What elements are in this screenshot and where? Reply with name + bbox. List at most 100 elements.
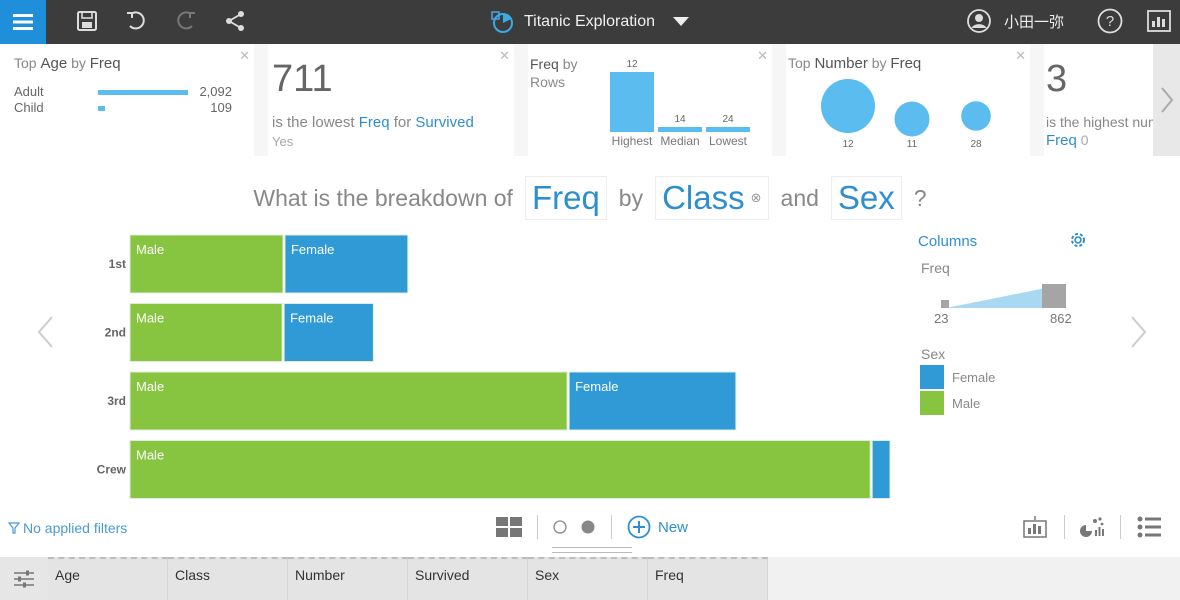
- question-prefix: What is the breakdown of: [253, 184, 513, 211]
- close-icon[interactable]: ✕: [1015, 48, 1026, 63]
- dataset-icon: [491, 11, 513, 33]
- age-bar: [98, 90, 188, 95]
- color-swatch: [920, 391, 944, 415]
- next-chart-button[interactable]: [1124, 312, 1154, 352]
- help-button[interactable]: ?: [1097, 8, 1123, 34]
- grid-view-button[interactable]: [496, 514, 522, 540]
- table-settings-button[interactable]: [0, 557, 48, 600]
- card-separator: [254, 44, 268, 156]
- bar-segment[interactable]: [129, 371, 568, 431]
- card-separator: [514, 44, 528, 156]
- bar-segment[interactable]: [283, 303, 374, 362]
- close-icon[interactable]: ✕: [499, 48, 510, 63]
- share-button[interactable]: [222, 8, 248, 34]
- age-row-child: Child 109: [14, 100, 232, 115]
- class-token[interactable]: Class ⊗: [655, 176, 769, 220]
- close-icon[interactable]: ✕: [239, 48, 250, 63]
- mini-bubble-label: 12: [842, 139, 854, 150]
- column-header-survived[interactable]: Survived: [408, 557, 528, 600]
- add-to-dashboard-button[interactable]: [1022, 514, 1048, 540]
- bar-segment[interactable]: [284, 234, 409, 294]
- column-header-age[interactable]: Age: [48, 557, 168, 600]
- previous-chart-button[interactable]: [30, 312, 60, 352]
- save-button[interactable]: [74, 8, 100, 34]
- legend-item-female[interactable]: Female: [920, 365, 995, 389]
- segment-label: Male: [136, 311, 164, 326]
- list-view-button[interactable]: [1136, 514, 1162, 540]
- mini-bubble-label: 11: [907, 139, 918, 150]
- dashboard-button[interactable]: [1146, 8, 1172, 34]
- user-icon: [967, 9, 991, 33]
- category-label: Crew: [97, 463, 127, 477]
- bar-segment[interactable]: [129, 234, 284, 294]
- segment-label: Female: [575, 379, 618, 394]
- filters-link[interactable]: No applied filters: [8, 520, 127, 536]
- menu-icon: [13, 14, 33, 30]
- insight-card-freq-by-rows[interactable]: ✕ Freq by Rows 12 Highest 14 Median 24 Lowest: [528, 44, 772, 156]
- toolbar-divider: [537, 515, 538, 539]
- user-button[interactable]: [966, 8, 992, 34]
- bar-segment[interactable]: [129, 440, 871, 499]
- mini-bar: [610, 72, 654, 132]
- insight-big-value: 711: [272, 58, 333, 100]
- insight-strip: ✕ Top Age by Freq Adult 2,092 Child 109 …: [0, 44, 1180, 156]
- new-chart-button[interactable]: New: [627, 515, 688, 539]
- user-name[interactable]: 小田一弥: [1004, 14, 1065, 31]
- toolbar-divider: [1064, 515, 1065, 539]
- bar-segment[interactable]: [568, 371, 737, 431]
- page-dot-1[interactable]: [552, 514, 568, 540]
- color-swatch: [920, 365, 944, 389]
- mini-bar-value: 24: [722, 114, 734, 125]
- segment-label: Male: [136, 242, 164, 257]
- add-icon: [627, 515, 651, 539]
- panel-drag-handle[interactable]: [552, 547, 632, 553]
- dataset-selector[interactable]: Titanic Exploration: [490, 8, 690, 36]
- column-header-class[interactable]: Class: [168, 557, 288, 600]
- question-bar: What is the breakdown of Freq by Class ⊗ …: [0, 172, 1180, 224]
- stacked-bar-chart[interactable]: 1st Male Female 2nd Male Female 3rd Male Female C…: [90, 228, 900, 508]
- chevron-right-icon: [1160, 87, 1173, 113]
- category-label: 3rd: [107, 394, 126, 408]
- insight-card-highest-number[interactable]: 3 is the highest numbe Freq 0: [1044, 44, 1153, 156]
- help-icon: ?: [1097, 8, 1123, 34]
- insight-card-top-number[interactable]: ✕ Top Number by Freq 12 11 28: [786, 44, 1030, 156]
- insight-sub-value: Yes: [272, 134, 294, 149]
- undo-button[interactable]: [124, 8, 150, 34]
- insight-card-top-age[interactable]: ✕ Top Age by Freq Adult 2,092 Child 109: [0, 44, 254, 156]
- mini-bubble-label: 28: [970, 139, 982, 150]
- mini-bar: [658, 127, 702, 132]
- mini-bar: [706, 127, 750, 132]
- dot-empty-icon: [553, 520, 567, 534]
- strip-scroll-right[interactable]: [1153, 44, 1180, 156]
- chevron-right-icon: [1131, 316, 1147, 348]
- page-dot-2[interactable]: [580, 514, 596, 540]
- chart-options-button[interactable]: [1078, 514, 1106, 540]
- age-row-adult: Adult 2,092: [14, 84, 232, 99]
- list-icon: [1137, 516, 1161, 538]
- size-scale: [941, 284, 1066, 308]
- column-header-number[interactable]: Number: [288, 557, 408, 600]
- bar-segment[interactable]: [871, 440, 891, 499]
- redo-button[interactable]: [172, 8, 198, 34]
- sex-token[interactable]: Sex: [830, 176, 902, 220]
- insight-big-value: 3: [1046, 58, 1068, 100]
- size-max-label: 862: [1050, 311, 1072, 326]
- mini-bar-chart: 12 Highest 14 Median 24 Lowest: [610, 59, 750, 148]
- close-icon[interactable]: ✕: [757, 48, 768, 63]
- bar-segment[interactable]: [129, 303, 283, 362]
- legend-item-male[interactable]: Male: [920, 391, 980, 415]
- measure-token[interactable]: Freq: [524, 176, 607, 220]
- insight-card-lowest-freq[interactable]: ✕ 711 is the lowest Freq for Survived Ye…: [268, 44, 514, 156]
- app-title: Titanic Exploration: [524, 13, 656, 30]
- insight-sub-line: Freq 0: [1046, 132, 1089, 149]
- remove-icon[interactable]: ⊗: [750, 190, 762, 205]
- chart-options-icon: [1080, 517, 1104, 537]
- column-header-sex[interactable]: Sex: [528, 557, 648, 600]
- legend-size-label: Freq: [921, 260, 950, 276]
- filter-icon: [8, 522, 20, 534]
- card-separator: [772, 44, 786, 156]
- menu-button[interactable]: [0, 0, 46, 44]
- gear-icon[interactable]: [1068, 230, 1088, 250]
- column-header-freq[interactable]: Freq: [648, 557, 768, 600]
- dashboard-icon: [1147, 10, 1171, 32]
